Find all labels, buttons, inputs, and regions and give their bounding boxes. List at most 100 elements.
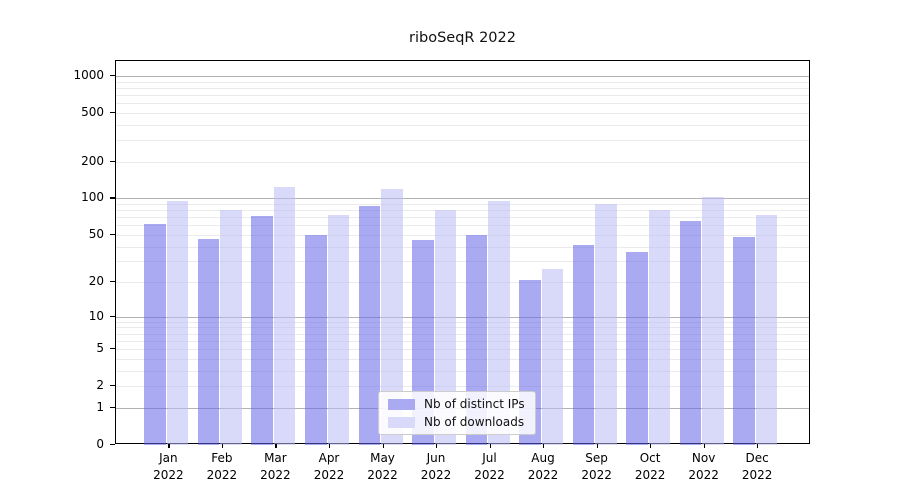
y-tick-mark	[110, 197, 115, 199]
x-tick-mark	[596, 444, 598, 448]
legend: Nb of distinct IPs Nb of downloads	[378, 391, 536, 435]
bar-downloads	[541, 268, 563, 445]
minor-gridline	[116, 246, 809, 248]
y-tick-label: 1	[96, 399, 104, 414]
y-tick-mark	[110, 75, 115, 77]
minor-gridline	[116, 210, 809, 212]
bar-distinct-ips	[305, 234, 327, 445]
legend-swatch-downloads	[388, 416, 415, 428]
minor-gridline	[116, 358, 809, 360]
x-tick-label: Jul 2022	[474, 451, 505, 482]
x-tick-mark	[489, 444, 491, 448]
minor-gridline	[116, 203, 809, 205]
x-tick-mark	[436, 444, 438, 448]
legend-swatch-distinct-ips	[388, 398, 415, 410]
x-tick-mark	[275, 444, 277, 448]
bar-downloads	[381, 188, 403, 445]
bar-downloads	[648, 210, 671, 445]
x-tick-label: Jun 2022	[420, 451, 452, 482]
bar-downloads	[595, 203, 617, 445]
x-tick-mark	[703, 444, 705, 448]
minor-gridline	[116, 81, 809, 83]
y-tick-mark	[110, 443, 115, 445]
x-tick-mark	[650, 444, 652, 448]
y-tick-label: 0	[96, 436, 104, 451]
y-tick-label: 100	[81, 190, 104, 205]
x-tick-label: Mar 2022	[260, 451, 291, 482]
bar-distinct-ips	[251, 215, 273, 445]
x-tick-label: Aug 2022	[527, 451, 559, 482]
legend-label: Nb of distinct IPs	[424, 397, 525, 411]
major-gridline	[116, 198, 809, 200]
y-tick-label: 50	[88, 226, 104, 241]
x-tick-mark	[221, 444, 224, 448]
minor-gridline	[116, 370, 809, 372]
plot-area: Nb of distinct IPs Nb of downloads	[115, 60, 810, 445]
minor-gridline	[116, 225, 809, 227]
bar-distinct-ips	[144, 223, 166, 445]
minor-gridline	[116, 87, 809, 89]
bar-downloads	[434, 210, 456, 445]
minor-gridline	[116, 161, 809, 163]
bar-distinct-ips	[626, 251, 648, 445]
minor-gridline	[116, 282, 809, 284]
minor-gridline	[116, 261, 809, 263]
x-tick-label: Feb 2022	[206, 451, 238, 482]
x-tick-mark	[757, 444, 759, 448]
y-tick-mark	[110, 281, 115, 283]
y-tick-label: 20	[88, 274, 104, 289]
bar-distinct-ips	[572, 245, 595, 445]
x-tick-label: Dec 2022	[741, 451, 773, 482]
y-tick-mark	[110, 233, 115, 235]
y-tick-mark	[110, 112, 115, 114]
minor-gridline	[116, 327, 809, 329]
bar-downloads	[273, 186, 296, 445]
minor-gridline	[116, 124, 809, 126]
major-gridline	[116, 316, 809, 318]
x-tick-label: Nov 2022	[688, 451, 719, 482]
y-tick-mark	[110, 384, 115, 387]
legend-row: Nb of distinct IPs	[388, 397, 525, 411]
y-tick-label: 200	[81, 153, 104, 168]
bar-distinct-ips	[733, 236, 755, 445]
bar-downloads	[220, 210, 242, 445]
x-tick-mark	[168, 444, 170, 448]
minor-gridline	[116, 340, 809, 342]
x-tick-mark	[329, 444, 331, 448]
major-gridline	[116, 76, 809, 77]
chart-title: riboSeqR 2022	[409, 30, 516, 46]
y-tick-label: 2	[96, 377, 104, 392]
minor-gridline	[116, 348, 809, 350]
bar-distinct-ips	[197, 239, 220, 445]
legend-row: Nb of downloads	[388, 415, 525, 429]
y-tick-label: 5	[96, 340, 104, 355]
bar-downloads	[488, 200, 510, 445]
bar-downloads	[166, 201, 189, 445]
bar-distinct-ips	[679, 221, 702, 445]
minor-gridline	[116, 385, 809, 387]
x-tick-label: May 2022	[367, 451, 398, 482]
y-tick-label: 500	[81, 105, 104, 119]
minor-gridline	[116, 103, 809, 105]
x-tick-label: Apr 2022	[313, 451, 345, 482]
legend-label: Nb of downloads	[424, 415, 525, 429]
minor-gridline	[116, 217, 809, 219]
y-tick-label: 1000	[73, 68, 104, 82]
minor-gridline	[116, 140, 809, 142]
x-tick-label: Oct 2022	[634, 451, 666, 482]
x-tick-label: Sep 2022	[581, 451, 612, 482]
bar-downloads	[327, 215, 349, 445]
y-tick-label: 10	[88, 308, 104, 323]
minor-gridline	[116, 321, 809, 323]
minor-gridline	[116, 234, 809, 236]
x-tick-mark	[543, 444, 545, 448]
bar-distinct-ips	[358, 206, 380, 445]
x-tick-mark	[382, 444, 384, 448]
x-tick-label: Jan 2022	[153, 451, 184, 482]
minor-gridline	[116, 113, 809, 114]
y-tick-mark	[110, 406, 115, 408]
minor-gridline	[116, 95, 809, 96]
minor-gridline	[116, 333, 809, 335]
y-tick-mark	[110, 347, 115, 350]
